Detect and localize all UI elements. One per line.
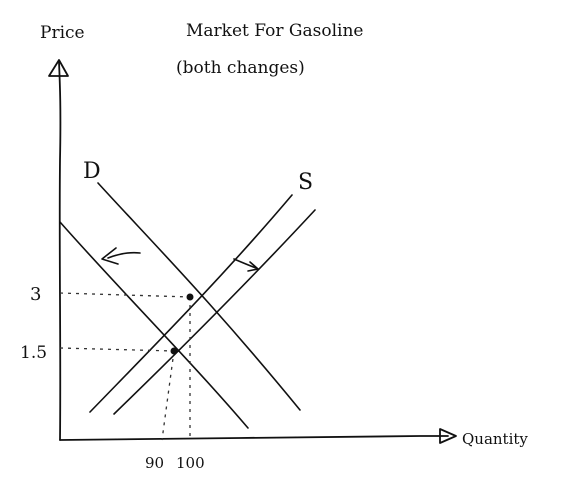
x-axis-label: Quantity [462,430,528,448]
y-axis-arrowhead [48,59,69,77]
demand-curve-original [97,182,301,411]
supply-curve-original [89,194,293,413]
x-tick-label-90: 90 [145,454,164,472]
price-1-5-guide [59,347,175,352]
equilibrium-point-original [186,293,194,301]
diagram-title-line2: (both changes) [176,58,305,78]
demand-shift-arrow-shaft [107,251,141,259]
demand-curve-shifted [59,221,249,429]
supply-curve-shifted [113,209,316,415]
y-axis [58,61,62,441]
supply-shift-arrow-shaft [233,258,257,269]
quantity-90-guide [161,350,175,441]
supply-shift-arrowhead [247,261,259,272]
y-axis-label: Price [40,23,85,43]
diagram-title-line1: Market For Gasoline [186,21,363,41]
x-axis-arrowhead [439,428,457,444]
x-axis [59,435,449,441]
y-tick-label-1-5: 1.5 [20,343,47,363]
x-tick-label-100: 100 [176,454,205,472]
y-tick-label-3: 3 [30,284,41,305]
price-3-guide [59,292,191,298]
supply-label: S [298,170,313,195]
demand-shift-arrowhead [101,247,119,265]
demand-label: D [83,159,101,184]
equilibrium-point-new [170,347,178,355]
